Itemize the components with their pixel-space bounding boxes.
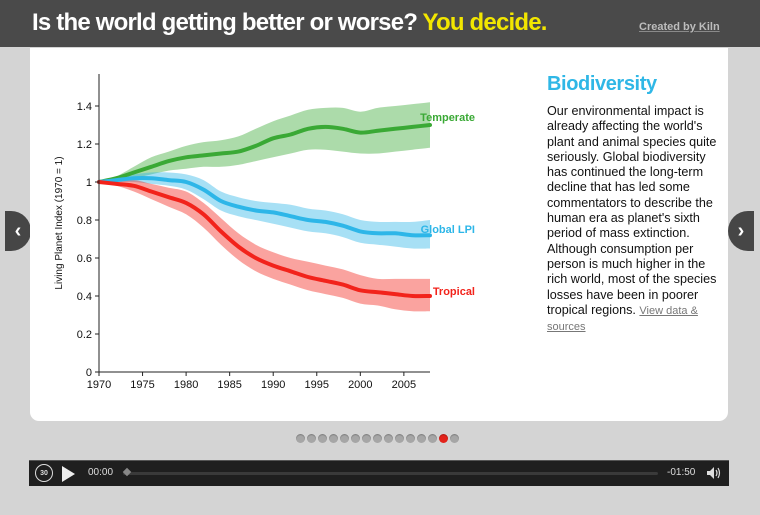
y-tick-label: 0.6 [77, 253, 92, 265]
title-question: Is the world getting better or worse? [32, 9, 418, 36]
x-tick-label: 1970 [87, 379, 111, 391]
x-tick-label: 2000 [348, 379, 372, 391]
page-title: Is the world getting better or worse? Yo… [32, 8, 547, 38]
volume-icon[interactable] [707, 467, 721, 479]
play-icon[interactable] [62, 466, 75, 482]
pager-dot[interactable] [329, 434, 338, 443]
pager-dot[interactable] [318, 434, 327, 443]
title-accent: You decide. [422, 9, 548, 36]
seek-bar[interactable] [123, 472, 658, 475]
top-bar: Is the world getting better or worse? Yo… [0, 0, 760, 47]
pager-dot[interactable] [373, 434, 382, 443]
y-tick-label: 0.4 [77, 291, 92, 303]
pager-dot[interactable] [428, 434, 437, 443]
replay-label: 30 [40, 469, 48, 477]
pager-dot[interactable] [450, 434, 459, 443]
pager-dot[interactable] [406, 434, 415, 443]
chevron-right-icon: › [737, 219, 745, 242]
replay-30-icon[interactable]: 30 [35, 464, 53, 482]
y-tick-label: 0 [86, 367, 92, 379]
view-data-link[interactable]: View data & sources [547, 304, 698, 334]
pager-dot[interactable] [439, 434, 448, 443]
y-tick-label: 1.2 [77, 139, 92, 151]
remaining-time: -01:50 [667, 467, 696, 478]
credit-link[interactable]: Created by Kiln [639, 21, 720, 33]
series-line [97, 180, 432, 299]
pager-dot[interactable] [351, 434, 360, 443]
y-tick-label: 1.4 [77, 101, 92, 113]
confidence-band [99, 180, 430, 312]
x-tick-label: 1985 [217, 379, 241, 391]
pager-dot[interactable] [384, 434, 393, 443]
x-tick-label: 1975 [130, 379, 154, 391]
series-label-temperate: Temperate [420, 112, 475, 124]
pager-dot[interactable] [340, 434, 349, 443]
section-body: Our environmental impact is already affe… [547, 104, 717, 335]
chevron-left-icon: ‹ [14, 219, 22, 242]
pager-dot[interactable] [362, 434, 371, 443]
next-slide-button[interactable]: › [728, 211, 754, 251]
y-axis-label: Living Planet Index (1970 = 1) [54, 156, 65, 289]
y-tick-label: 0.8 [77, 215, 92, 227]
series-label-global: Global LPI [421, 224, 475, 236]
pager-dot[interactable] [296, 434, 305, 443]
pager-dot[interactable] [307, 434, 316, 443]
section-body-text: Our environmental impact is already affe… [547, 104, 717, 317]
slide-pager [296, 434, 461, 443]
pager-dot[interactable] [395, 434, 404, 443]
x-tick-label: 2005 [392, 379, 416, 391]
series-line [97, 123, 432, 184]
series-label-tropical: Tropical [433, 286, 475, 298]
series-line [97, 175, 432, 238]
y-tick-label: 0.2 [77, 329, 92, 341]
section-title: Biodiversity [547, 73, 657, 95]
elapsed-time: 00:00 [88, 467, 114, 478]
x-tick-label: 1990 [261, 379, 285, 391]
x-tick-label: 1980 [174, 379, 198, 391]
x-tick-label: 1995 [305, 379, 329, 391]
pager-dot[interactable] [417, 434, 426, 443]
y-tick-label: 1 [86, 177, 92, 189]
audio-player: 30 00:00 -01:50 [29, 460, 729, 486]
